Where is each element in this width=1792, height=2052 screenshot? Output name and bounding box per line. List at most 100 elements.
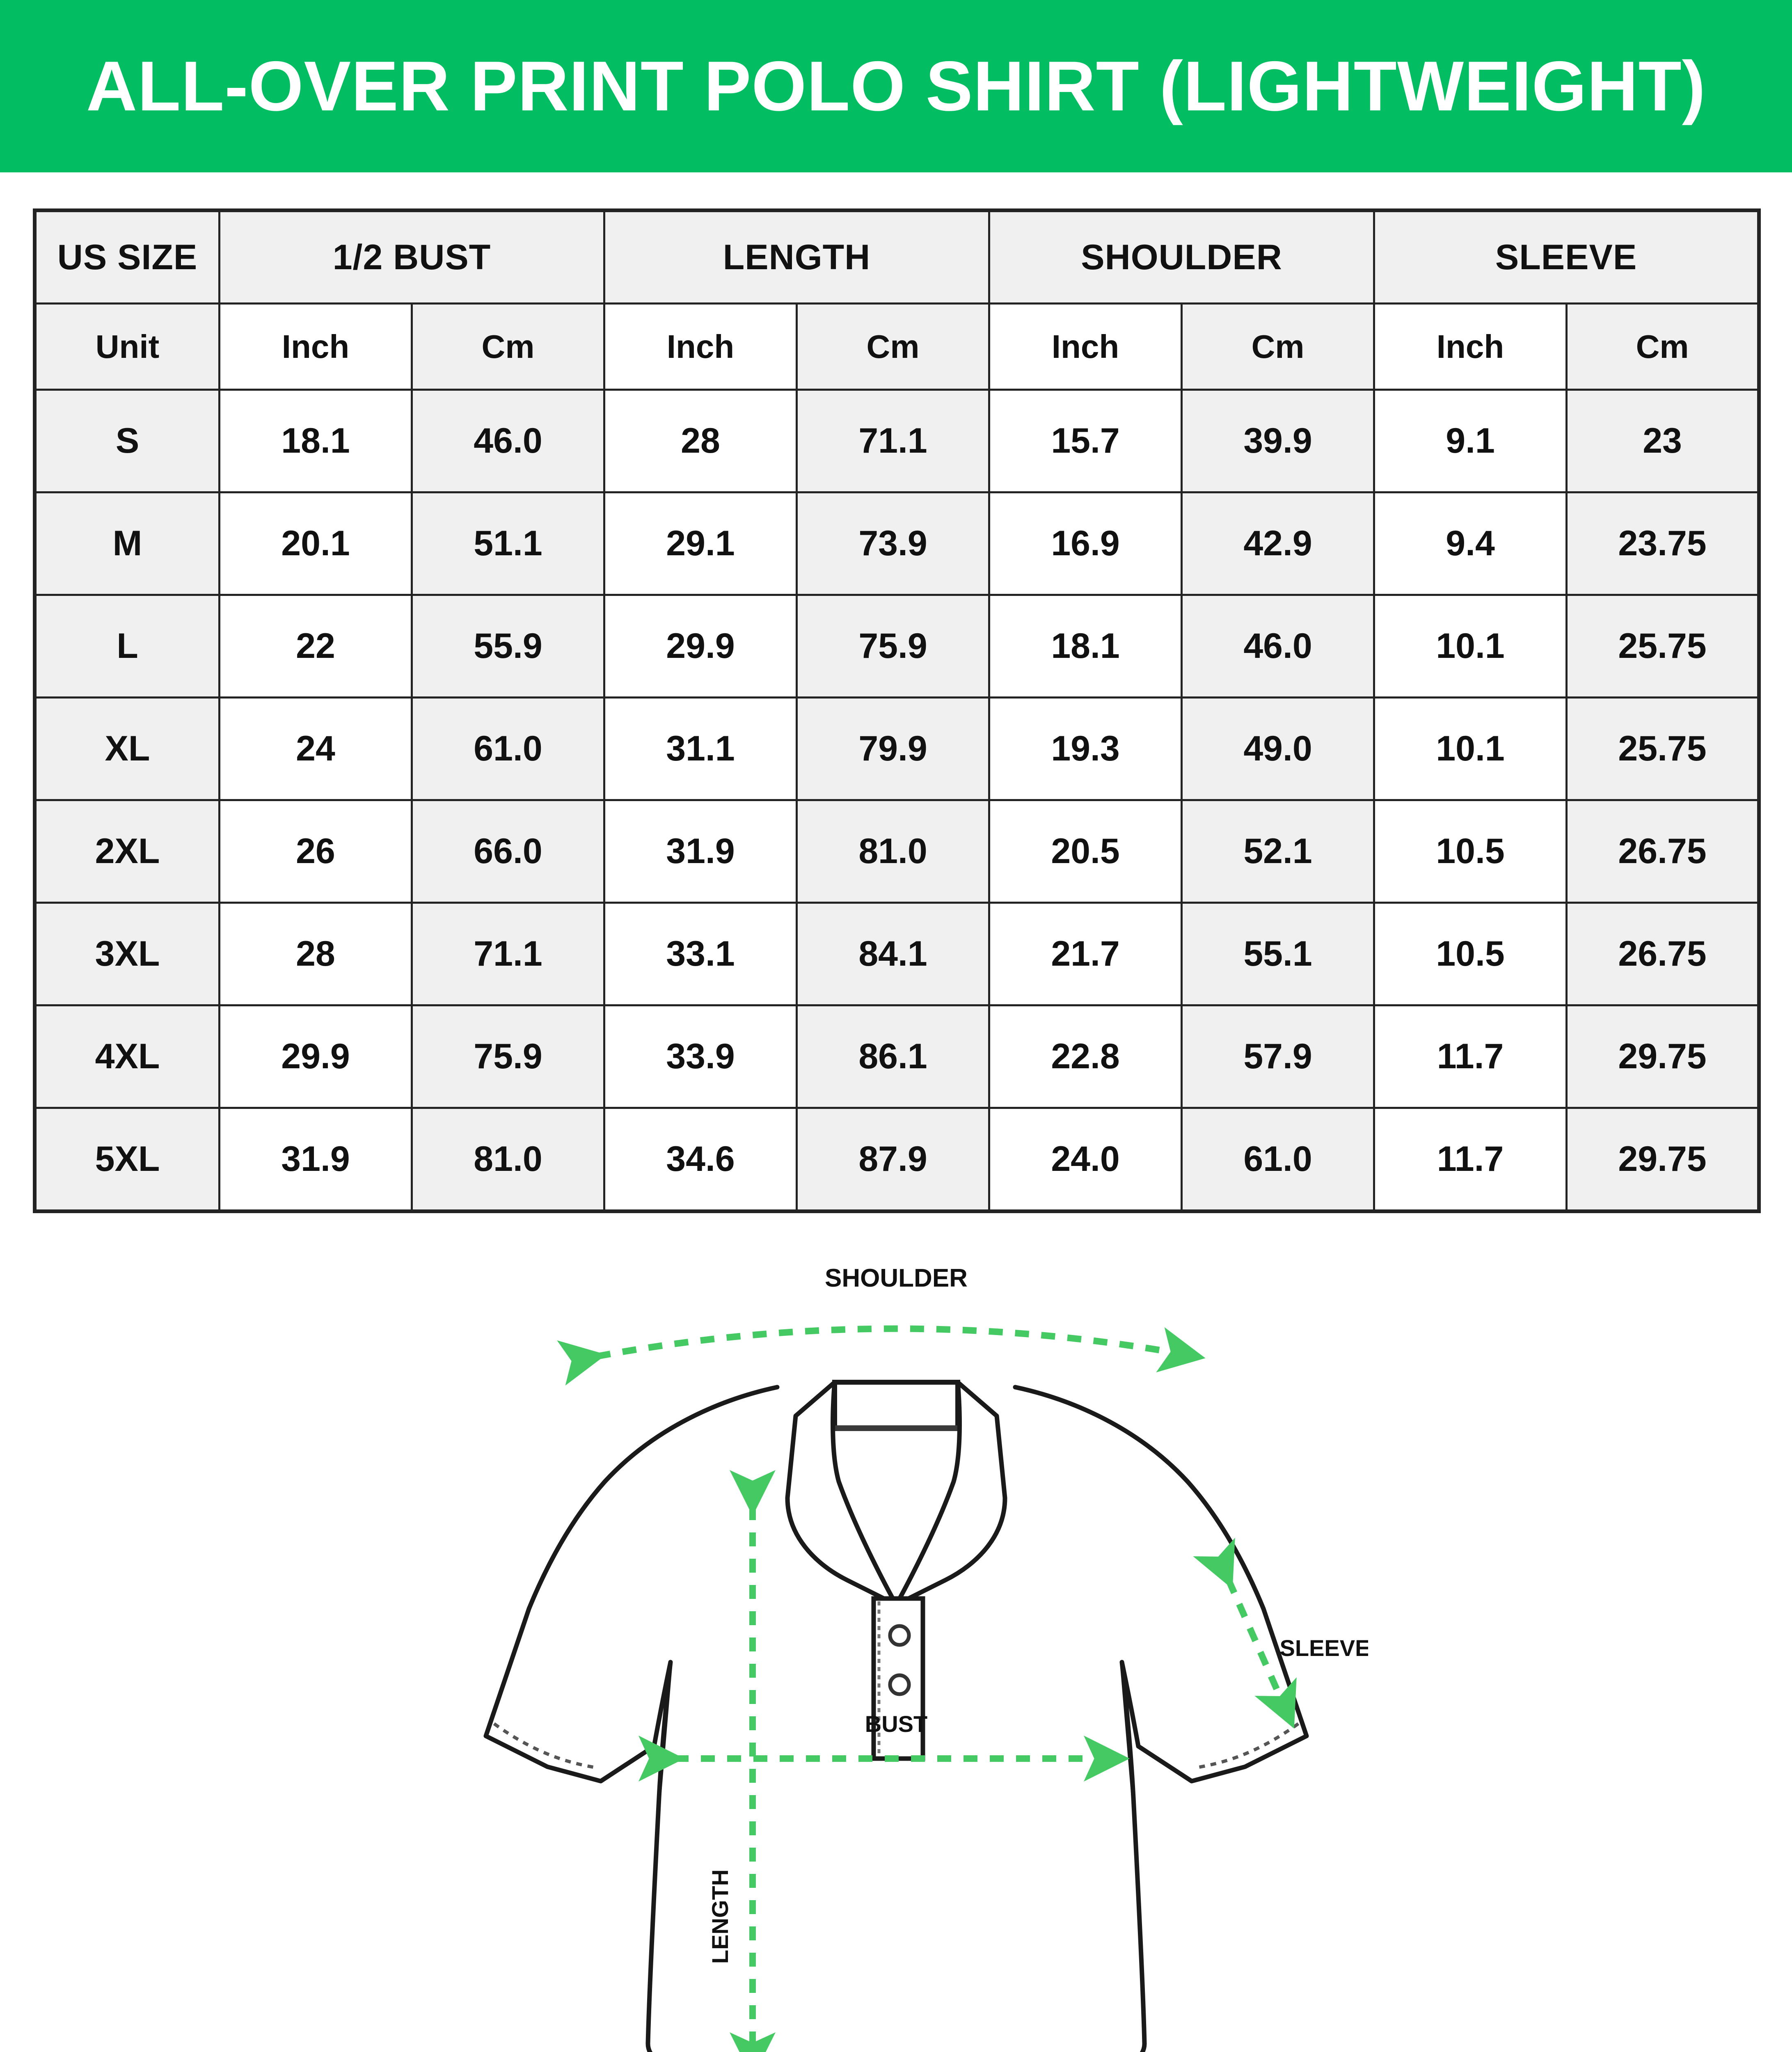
table-head: US SIZE 1/2 BUST LENGTH SHOULDER SLEEVE …	[34, 209, 1760, 391]
cell-length-cm: 75.9	[795, 594, 991, 699]
cell-length-inch: 33.9	[603, 1004, 798, 1109]
sleeve-hem-dashed-left	[493, 1722, 599, 1770]
cell-sleeve-inch: 9.1	[1373, 389, 1568, 493]
cell-shoulder-inch: 20.5	[988, 799, 1183, 904]
cell-sleeve-cm: 23.75	[1565, 491, 1760, 596]
unit-header-shoulder-cm: Cm	[1181, 302, 1375, 391]
cell-sleeve-inch: 11.7	[1373, 1004, 1568, 1109]
cell-sleeve-cm: 26.75	[1565, 799, 1760, 904]
cell-size: 5XL	[34, 1107, 220, 1212]
page-title: ALL-OVER PRINT POLO SHIRT (LIGHTWEIGHT)	[86, 47, 1706, 126]
cell-sleeve-cm: 25.75	[1565, 696, 1760, 801]
unit-header-sleeve-cm: Cm	[1565, 302, 1760, 391]
collar-band	[832, 1380, 960, 1431]
cell-size: S	[34, 389, 220, 493]
cell-length-cm: 73.9	[795, 491, 991, 596]
cell-shoulder-inch: 16.9	[988, 491, 1183, 596]
unit-header-sleeve-inch: Inch	[1373, 302, 1568, 391]
diagram-label-length: LENGTH	[707, 1869, 733, 1964]
cell-sleeve-cm: 23	[1565, 389, 1760, 493]
armhole-seam-right	[1119, 1662, 1135, 1798]
cell-length-inch: 28	[603, 389, 798, 493]
cell-sleeve-inch: 9.4	[1373, 491, 1568, 596]
unit-header-row: Unit Inch Cm Inch Cm Inch Cm Inch Cm	[34, 302, 1760, 391]
cell-length-cm: 86.1	[795, 1004, 991, 1109]
cell-shoulder-cm: 57.9	[1181, 1004, 1375, 1109]
cell-shoulder-inch: 18.1	[988, 594, 1183, 699]
cell-shoulder-cm: 61.0	[1181, 1107, 1375, 1212]
collar-flap-right	[894, 1380, 1007, 1607]
table-row: S 18.1 46.0 28 71.1 15.7 39.9 9.1 23	[34, 389, 1760, 493]
cell-bust-cm: 75.9	[411, 1004, 605, 1109]
cell-bust-inch: 31.9	[218, 1107, 413, 1212]
table-row: M 20.1 51.1 29.1 73.9 16.9 42.9 9.4 23.75	[34, 491, 1760, 596]
cell-size: M	[34, 491, 220, 596]
cell-bust-cm: 61.0	[411, 696, 605, 801]
size-table: US SIZE 1/2 BUST LENGTH SHOULDER SLEEVE …	[33, 208, 1761, 1213]
table-row: 4XL 29.9 75.9 33.9 86.1 22.8 57.9 11.7 29.75	[34, 1004, 1760, 1109]
cell-bust-cm: 81.0	[411, 1107, 605, 1212]
polo-shirt-diagram-svg: SHOULDER BU	[483, 1264, 1368, 2052]
cell-shoulder-cm: 55.1	[1181, 902, 1375, 1006]
table-body: S 18.1 46.0 28 71.1 15.7 39.9 9.1 23 M 20.1 51.1 29.…	[34, 389, 1760, 1212]
sleeve-hem-dashed-right	[1193, 1722, 1299, 1770]
header-banner: ALL-OVER PRINT POLO SHIRT (LIGHTWEIGHT)	[0, 0, 1792, 172]
cell-bust-cm: 46.0	[411, 389, 605, 493]
col-header-shoulder: SHOULDER	[988, 209, 1375, 305]
cell-sleeve-cm: 29.75	[1565, 1004, 1760, 1109]
cell-sleeve-inch: 10.5	[1373, 799, 1568, 904]
cell-size: XL	[34, 696, 220, 801]
unit-header-unit: Unit	[34, 302, 220, 391]
cell-bust-inch: 20.1	[218, 491, 413, 596]
cell-length-cm: 71.1	[795, 389, 991, 493]
cell-length-inch: 29.9	[603, 594, 798, 699]
cell-length-cm: 81.0	[795, 799, 991, 904]
cell-length-inch: 29.1	[603, 491, 798, 596]
cell-shoulder-cm: 39.9	[1181, 389, 1375, 493]
cell-shoulder-inch: 19.3	[988, 696, 1183, 801]
button-top-icon	[888, 1624, 911, 1647]
table-row: L 22 55.9 29.9 75.9 18.1 46.0 10.1 25.75	[34, 594, 1760, 699]
cell-bust-inch: 29.9	[218, 1004, 413, 1109]
cell-length-cm: 79.9	[795, 696, 991, 801]
cell-sleeve-inch: 10.1	[1373, 594, 1568, 699]
diagram-label-shoulder: SHOULDER	[825, 1264, 968, 1292]
cell-shoulder-inch: 22.8	[988, 1004, 1183, 1109]
cell-size: 3XL	[34, 902, 220, 1006]
cell-bust-inch: 28	[218, 902, 413, 1006]
cell-shoulder-cm: 52.1	[1181, 799, 1375, 904]
col-header-us-size: US SIZE	[34, 209, 220, 305]
cell-length-inch: 31.1	[603, 696, 798, 801]
cell-sleeve-cm: 29.75	[1565, 1107, 1760, 1212]
cell-shoulder-cm: 46.0	[1181, 594, 1375, 699]
col-header-half-bust: 1/2 BUST	[218, 209, 605, 305]
button-bottom-icon	[888, 1673, 911, 1696]
cell-sleeve-inch: 11.7	[1373, 1107, 1568, 1212]
cell-size: L	[34, 594, 220, 699]
cell-sleeve-inch: 10.1	[1373, 696, 1568, 801]
unit-header-bust-cm: Cm	[411, 302, 605, 391]
cell-sleeve-cm: 26.75	[1565, 902, 1760, 1006]
cell-length-inch: 31.9	[603, 799, 798, 904]
cell-length-inch: 33.1	[603, 902, 798, 1006]
cell-bust-inch: 24	[218, 696, 413, 801]
unit-header-length-cm: Cm	[795, 302, 991, 391]
table-row: XL 24 61.0 31.1 79.9 19.3 49.0 10.1 25.75	[34, 696, 1760, 801]
unit-header-length-inch: Inch	[603, 302, 798, 391]
cell-sleeve-cm: 25.75	[1565, 594, 1760, 699]
cell-shoulder-inch: 15.7	[988, 389, 1183, 493]
cell-length-cm: 84.1	[795, 902, 991, 1006]
cell-bust-cm: 66.0	[411, 799, 605, 904]
unit-header-bust-inch: Inch	[218, 302, 413, 391]
collar-flap-left	[785, 1380, 898, 1607]
cell-shoulder-inch: 21.7	[988, 902, 1183, 1006]
cell-size: 4XL	[34, 1004, 220, 1109]
table-row: 5XL 31.9 81.0 34.6 87.9 24.0 61.0 11.7 29.75	[34, 1107, 1760, 1212]
cell-length-inch: 34.6	[603, 1107, 798, 1212]
size-table-container: US SIZE 1/2 BUST LENGTH SHOULDER SLEEVE …	[33, 208, 1761, 1213]
cell-bust-cm: 71.1	[411, 902, 605, 1006]
cell-shoulder-inch: 24.0	[988, 1107, 1183, 1212]
cell-length-cm: 87.9	[795, 1107, 991, 1212]
measurement-diagram: SHOULDER BU	[0, 1252, 1792, 2052]
